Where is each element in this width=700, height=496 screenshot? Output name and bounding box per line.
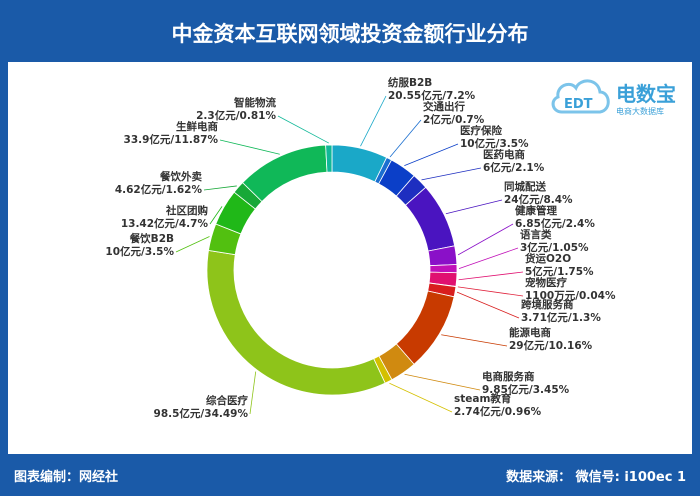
slice-name-18: 智能物流 xyxy=(233,96,276,109)
slice-6 xyxy=(429,264,458,274)
slice-value-2: 10亿元/3.5% xyxy=(460,137,529,150)
leader-line-15 xyxy=(209,206,223,225)
leader-line-2 xyxy=(404,143,459,167)
leader-line-4 xyxy=(445,199,503,215)
slice-value-3: 6亿元/2.1% xyxy=(483,161,545,174)
slice-value-14: 10亿元/3.5% xyxy=(105,245,174,258)
slice-name-3: 医药电商 xyxy=(483,148,525,161)
slice-value-9: 3.71亿元/1.3% xyxy=(521,311,601,324)
slice-name-4: 同城配送 xyxy=(504,180,546,193)
footer-source: 数据来源： 微信号: i100ec 1 xyxy=(506,470,686,485)
slice-value-1: 2亿元/0.7% xyxy=(423,113,485,126)
slice-value-10: 29亿元/10.16% xyxy=(509,339,593,352)
slice-name-5: 健康管理 xyxy=(515,204,557,217)
leader-line-12 xyxy=(389,382,453,413)
slice-name-12: steam教育 xyxy=(454,392,512,405)
cloud-logo-icon: EDT xyxy=(551,79,610,114)
slice-name-8: 宠物医疗 xyxy=(525,276,567,289)
slice-value-16: 4.62亿元/1.62% xyxy=(115,183,203,196)
slice-value-8: 1100万元/0.04% xyxy=(525,290,616,302)
slice-value-7: 5亿元/1.75% xyxy=(525,265,594,278)
leader-line-7 xyxy=(458,271,524,281)
slice-name-7: 货运O2O xyxy=(524,252,571,265)
leader-line-11 xyxy=(404,373,481,391)
chart-title: 中金资本互联网领域投资金额行业分布 xyxy=(171,22,529,46)
leader-line-14 xyxy=(175,236,210,253)
slice-value-5: 6.85亿元/2.4% xyxy=(515,217,595,230)
footer-credit: 图表编制：网经社 xyxy=(14,470,119,485)
slice-value-11: 9.85亿元/3.45% xyxy=(482,383,570,396)
slice-value-0: 20.55亿元/7.2% xyxy=(388,89,476,102)
leader-line-8 xyxy=(457,286,524,297)
slice-name-14: 餐饮B2B xyxy=(129,232,174,245)
slice-name-6: 语言类 xyxy=(520,228,552,241)
leader-line-18 xyxy=(277,115,329,144)
slice-value-13: 98.5亿元/34.49% xyxy=(154,407,249,420)
leader-line-1 xyxy=(389,119,422,158)
leader-line-0 xyxy=(360,95,387,147)
leader-line-6 xyxy=(458,247,519,269)
slice-value-18: 2.3亿元/0.81% xyxy=(196,109,276,122)
slice-value-15: 13.42亿元/4.7% xyxy=(121,217,209,230)
footer-bar: 图表编制：网经社 数据来源： 微信号: i100ec 1 xyxy=(0,454,700,496)
slice-17 xyxy=(242,144,328,203)
slice-name-9: 跨境服务商 xyxy=(521,298,574,311)
leader-line-10 xyxy=(441,334,508,347)
leader-line-9 xyxy=(456,291,520,319)
slice-name-1: 交通出行 xyxy=(423,100,465,113)
slice-name-0: 纺服B2B xyxy=(388,76,432,89)
edt-logo: EDT 电数宝 电商大数据库 xyxy=(548,72,698,132)
slice-name-11: 电商服务商 xyxy=(482,370,535,383)
slice-value-12: 2.74亿元/0.96% xyxy=(454,405,542,418)
chart-panel: 纺服B2B 20.55亿元/7.2% 交通出行 2亿元/0.7% 医疗保险 10亿元/3.… xyxy=(8,62,692,454)
slice-name-17: 生鲜电商 xyxy=(176,120,218,133)
leader-line-17 xyxy=(219,139,280,155)
slice-13 xyxy=(206,249,386,396)
slice-name-2: 医疗保险 xyxy=(460,124,502,137)
slice-name-16: 餐饮外卖 xyxy=(159,170,202,183)
slice-name-15: 社区团购 xyxy=(165,204,208,217)
header-bar: 中金资本互联网领域投资金额行业分布 xyxy=(0,0,700,62)
slice-name-13: 综合医疗 xyxy=(206,394,248,407)
leader-line-5 xyxy=(457,223,514,256)
leader-line-13 xyxy=(249,371,257,415)
slice-18 xyxy=(325,144,333,173)
leader-line-3 xyxy=(421,167,482,181)
slice-value-17: 33.9亿元/11.87% xyxy=(124,133,219,146)
slice-value-4: 24亿元/8.4% xyxy=(504,193,573,206)
leader-line-16 xyxy=(203,185,237,191)
logo-main-text: 电数宝 xyxy=(616,82,676,106)
logo-sub-text: 电商大数据库 xyxy=(616,107,664,116)
slice-name-10: 能源电商 xyxy=(509,326,551,339)
slice-value-6: 3亿元/1.05% xyxy=(520,241,589,254)
logo-badge: EDT xyxy=(564,97,593,112)
donut-chart: 纺服B2B20.55亿元/7.2%交通出行2亿元/0.7%医疗保险10亿元/3.… xyxy=(105,76,616,420)
